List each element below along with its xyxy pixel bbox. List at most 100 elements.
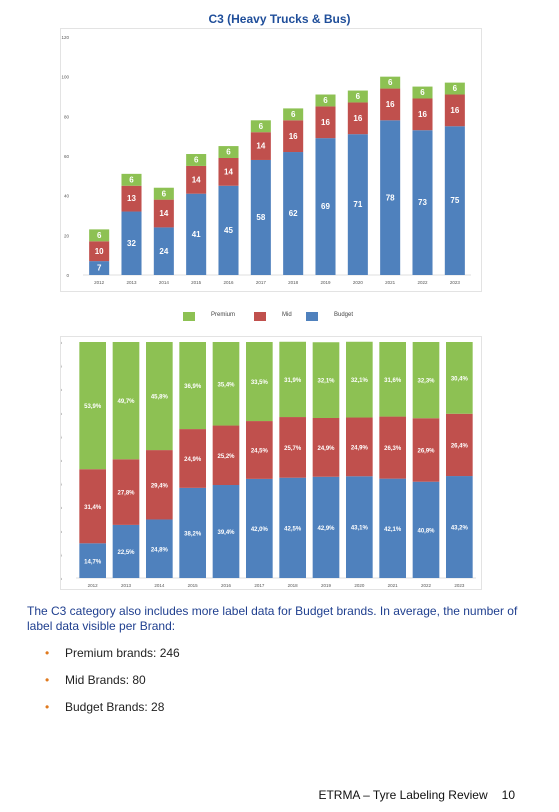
data-label-budget: 42,5% — [284, 526, 302, 532]
bar-budget — [346, 476, 373, 578]
bar-mid — [379, 416, 406, 479]
chart-1-svg: 0 20 40 60 80 100 120 7 10 6 2012 32 13 6 2013 24 14 6 201… — [61, 35, 471, 285]
x-tick-label: 2019 — [320, 280, 331, 285]
data-label-budget: 38,2% — [184, 532, 202, 538]
data-label-mid: 16 — [289, 132, 298, 141]
bar-premium — [379, 342, 406, 417]
bar-budget — [79, 543, 106, 578]
bar-budget — [121, 211, 142, 275]
legend-label-premium: Premium — [211, 312, 236, 318]
y-tick-label: 90% — [61, 364, 62, 369]
data-label-premium: 6 — [259, 122, 264, 131]
data-label-premium: 36,9% — [184, 384, 202, 390]
bar-premium — [179, 342, 206, 430]
bar-premium — [79, 342, 106, 470]
y-tick-label: 40% — [61, 482, 62, 487]
bar-premium — [121, 173, 142, 186]
bar-premium — [380, 76, 401, 89]
chart-title: C3 (Heavy Trucks & Bus) — [208, 12, 351, 26]
data-label-mid: 24,5% — [251, 449, 269, 455]
data-label-budget: 45 — [224, 226, 233, 235]
bar-premium — [186, 154, 207, 166]
bar-mid — [218, 157, 239, 186]
bar-premium — [446, 342, 473, 414]
bar-budget — [89, 261, 110, 275]
data-label-budget: 7 — [97, 264, 102, 273]
x-tick-label: 2018 — [288, 280, 299, 285]
y-tick-label: 100 — [61, 75, 69, 80]
x-tick-label: 2017 — [256, 280, 267, 285]
bar-premium — [212, 342, 240, 426]
bar-mid — [121, 185, 142, 212]
data-label-budget: 78 — [386, 193, 395, 202]
page-footer: ETRMA – Tyre Labeling Review 10 — [318, 788, 515, 802]
y-tick-label: 10% — [61, 552, 62, 557]
data-label-mid: 14 — [256, 142, 265, 151]
x-tick-label: 2021 — [385, 280, 396, 285]
data-label-premium: 49,7% — [117, 399, 135, 405]
x-tick-label: 2022 — [421, 583, 432, 588]
bar-premium — [444, 82, 465, 95]
bar-budget — [412, 481, 440, 578]
bullet-list: • Premium brands: 246 • Mid Brands: 80 • Bu… — [45, 646, 180, 727]
y-tick-label: 0 — [66, 273, 69, 278]
data-label-budget: 41 — [192, 230, 201, 239]
data-label-budget: 14,7% — [84, 559, 102, 565]
chart-2-svg: 0% 10% 20% 30% 40% 50% 60% 70% 80% 90% 100% 14,7% 31… — [61, 340, 476, 588]
y-tick-label: 120 — [61, 35, 69, 40]
data-label-mid: 16 — [386, 100, 395, 109]
bar-premium — [218, 146, 239, 158]
data-label-mid: 24,9% — [184, 457, 202, 463]
data-label-mid: 16 — [418, 110, 427, 119]
data-label-mid: 31,4% — [84, 505, 102, 511]
data-label-mid: 16 — [450, 106, 459, 115]
bar-budget — [312, 476, 340, 578]
y-tick-label: 60 — [64, 154, 70, 159]
bar-budget — [179, 487, 206, 578]
bar-mid — [146, 450, 173, 520]
footer-text: ETRMA – Tyre Labeling Review — [318, 788, 488, 802]
data-label-mid: 26,3% — [384, 446, 402, 452]
bar-mid — [315, 106, 336, 139]
data-label-budget: 43,1% — [351, 526, 369, 532]
data-label-premium: 6 — [226, 148, 231, 157]
data-label-mid: 14 — [192, 175, 201, 184]
data-label-mid: 14 — [224, 167, 233, 176]
bar-premium — [89, 229, 110, 242]
data-label-premium: 6 — [323, 96, 328, 105]
data-label-budget: 69 — [321, 202, 330, 211]
x-tick-label: 2023 — [454, 583, 465, 588]
y-tick-label: 80 — [64, 114, 70, 119]
data-label-mid: 25,2% — [217, 454, 235, 460]
bar-budget — [153, 227, 174, 275]
data-label-budget: 22,5% — [117, 550, 135, 556]
data-label-premium: 45,8% — [151, 395, 169, 401]
data-label-mid: 24,9% — [317, 446, 335, 452]
x-tick-label: 2020 — [354, 583, 365, 588]
absolute-stacked-bar-chart: 0 20 40 60 80 100 120 7 10 6 2012 32 13 6 2013 24 14 6 201… — [60, 28, 482, 292]
data-label-budget: 42,1% — [384, 527, 402, 533]
bar-mid — [212, 425, 240, 486]
bar-mid — [446, 413, 473, 477]
data-label-mid: 26,9% — [417, 449, 435, 455]
data-label-premium: 6 — [388, 78, 393, 87]
y-tick-label: 60% — [61, 434, 62, 439]
data-label-premium: 32,3% — [417, 379, 435, 385]
data-label-mid: 13 — [127, 194, 136, 203]
bar-premium — [246, 342, 273, 422]
data-label-premium: 33,5% — [251, 380, 269, 386]
bar-mid — [347, 102, 368, 135]
bullet-premium: • Premium brands: 246 — [45, 646, 180, 673]
data-label-premium: 32,1% — [351, 378, 369, 384]
bar-mid — [312, 417, 340, 477]
x-tick-label: 2019 — [321, 583, 332, 588]
data-label-budget: 71 — [353, 200, 362, 209]
bar-mid — [79, 469, 106, 544]
bar-budget — [379, 478, 406, 578]
legend-swatch-budget — [306, 312, 318, 321]
data-label-premium: 32,1% — [317, 379, 335, 385]
data-label-premium: 31,9% — [284, 378, 302, 384]
bullet-dot-icon: • — [45, 700, 50, 714]
bullet-text: Mid Brands: 80 — [65, 673, 146, 687]
bar-mid — [250, 132, 271, 160]
